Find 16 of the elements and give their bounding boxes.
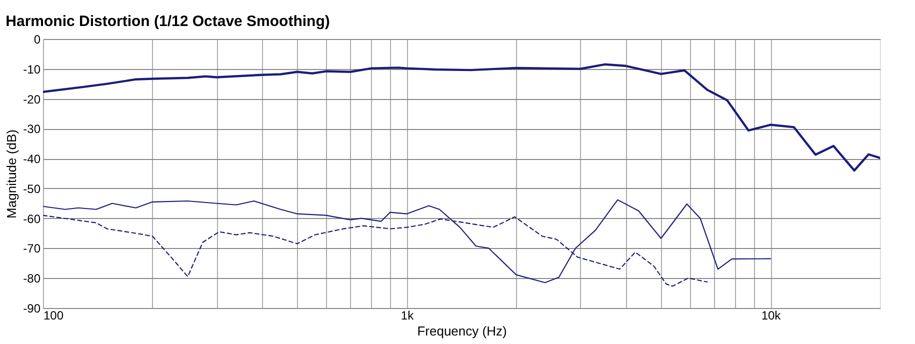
y-tick-label: -40 xyxy=(23,152,41,166)
y-tick-label: -50 xyxy=(23,182,41,196)
y-tick-label: -90 xyxy=(23,302,41,316)
x-tick-label: 100 xyxy=(44,308,64,322)
x-axis-title: Frequency (Hz) xyxy=(417,324,507,338)
y-tick-label: -80 xyxy=(23,272,41,286)
x-tick-label: 10k xyxy=(761,308,782,322)
chart-title: Harmonic Distortion (1/12 Octave Smoothing) xyxy=(6,13,330,30)
y-tick-label: -60 xyxy=(23,212,41,226)
y-tick-label: -70 xyxy=(23,242,41,256)
y-tick-label: -20 xyxy=(23,92,41,106)
x-tick-label: 1k xyxy=(400,308,415,322)
y-tick-label: -10 xyxy=(23,62,41,76)
y-tick-label: -30 xyxy=(23,122,41,136)
y-axis-title: Magnitude (dB) xyxy=(4,130,20,218)
y-tick-label: 0 xyxy=(34,32,41,46)
